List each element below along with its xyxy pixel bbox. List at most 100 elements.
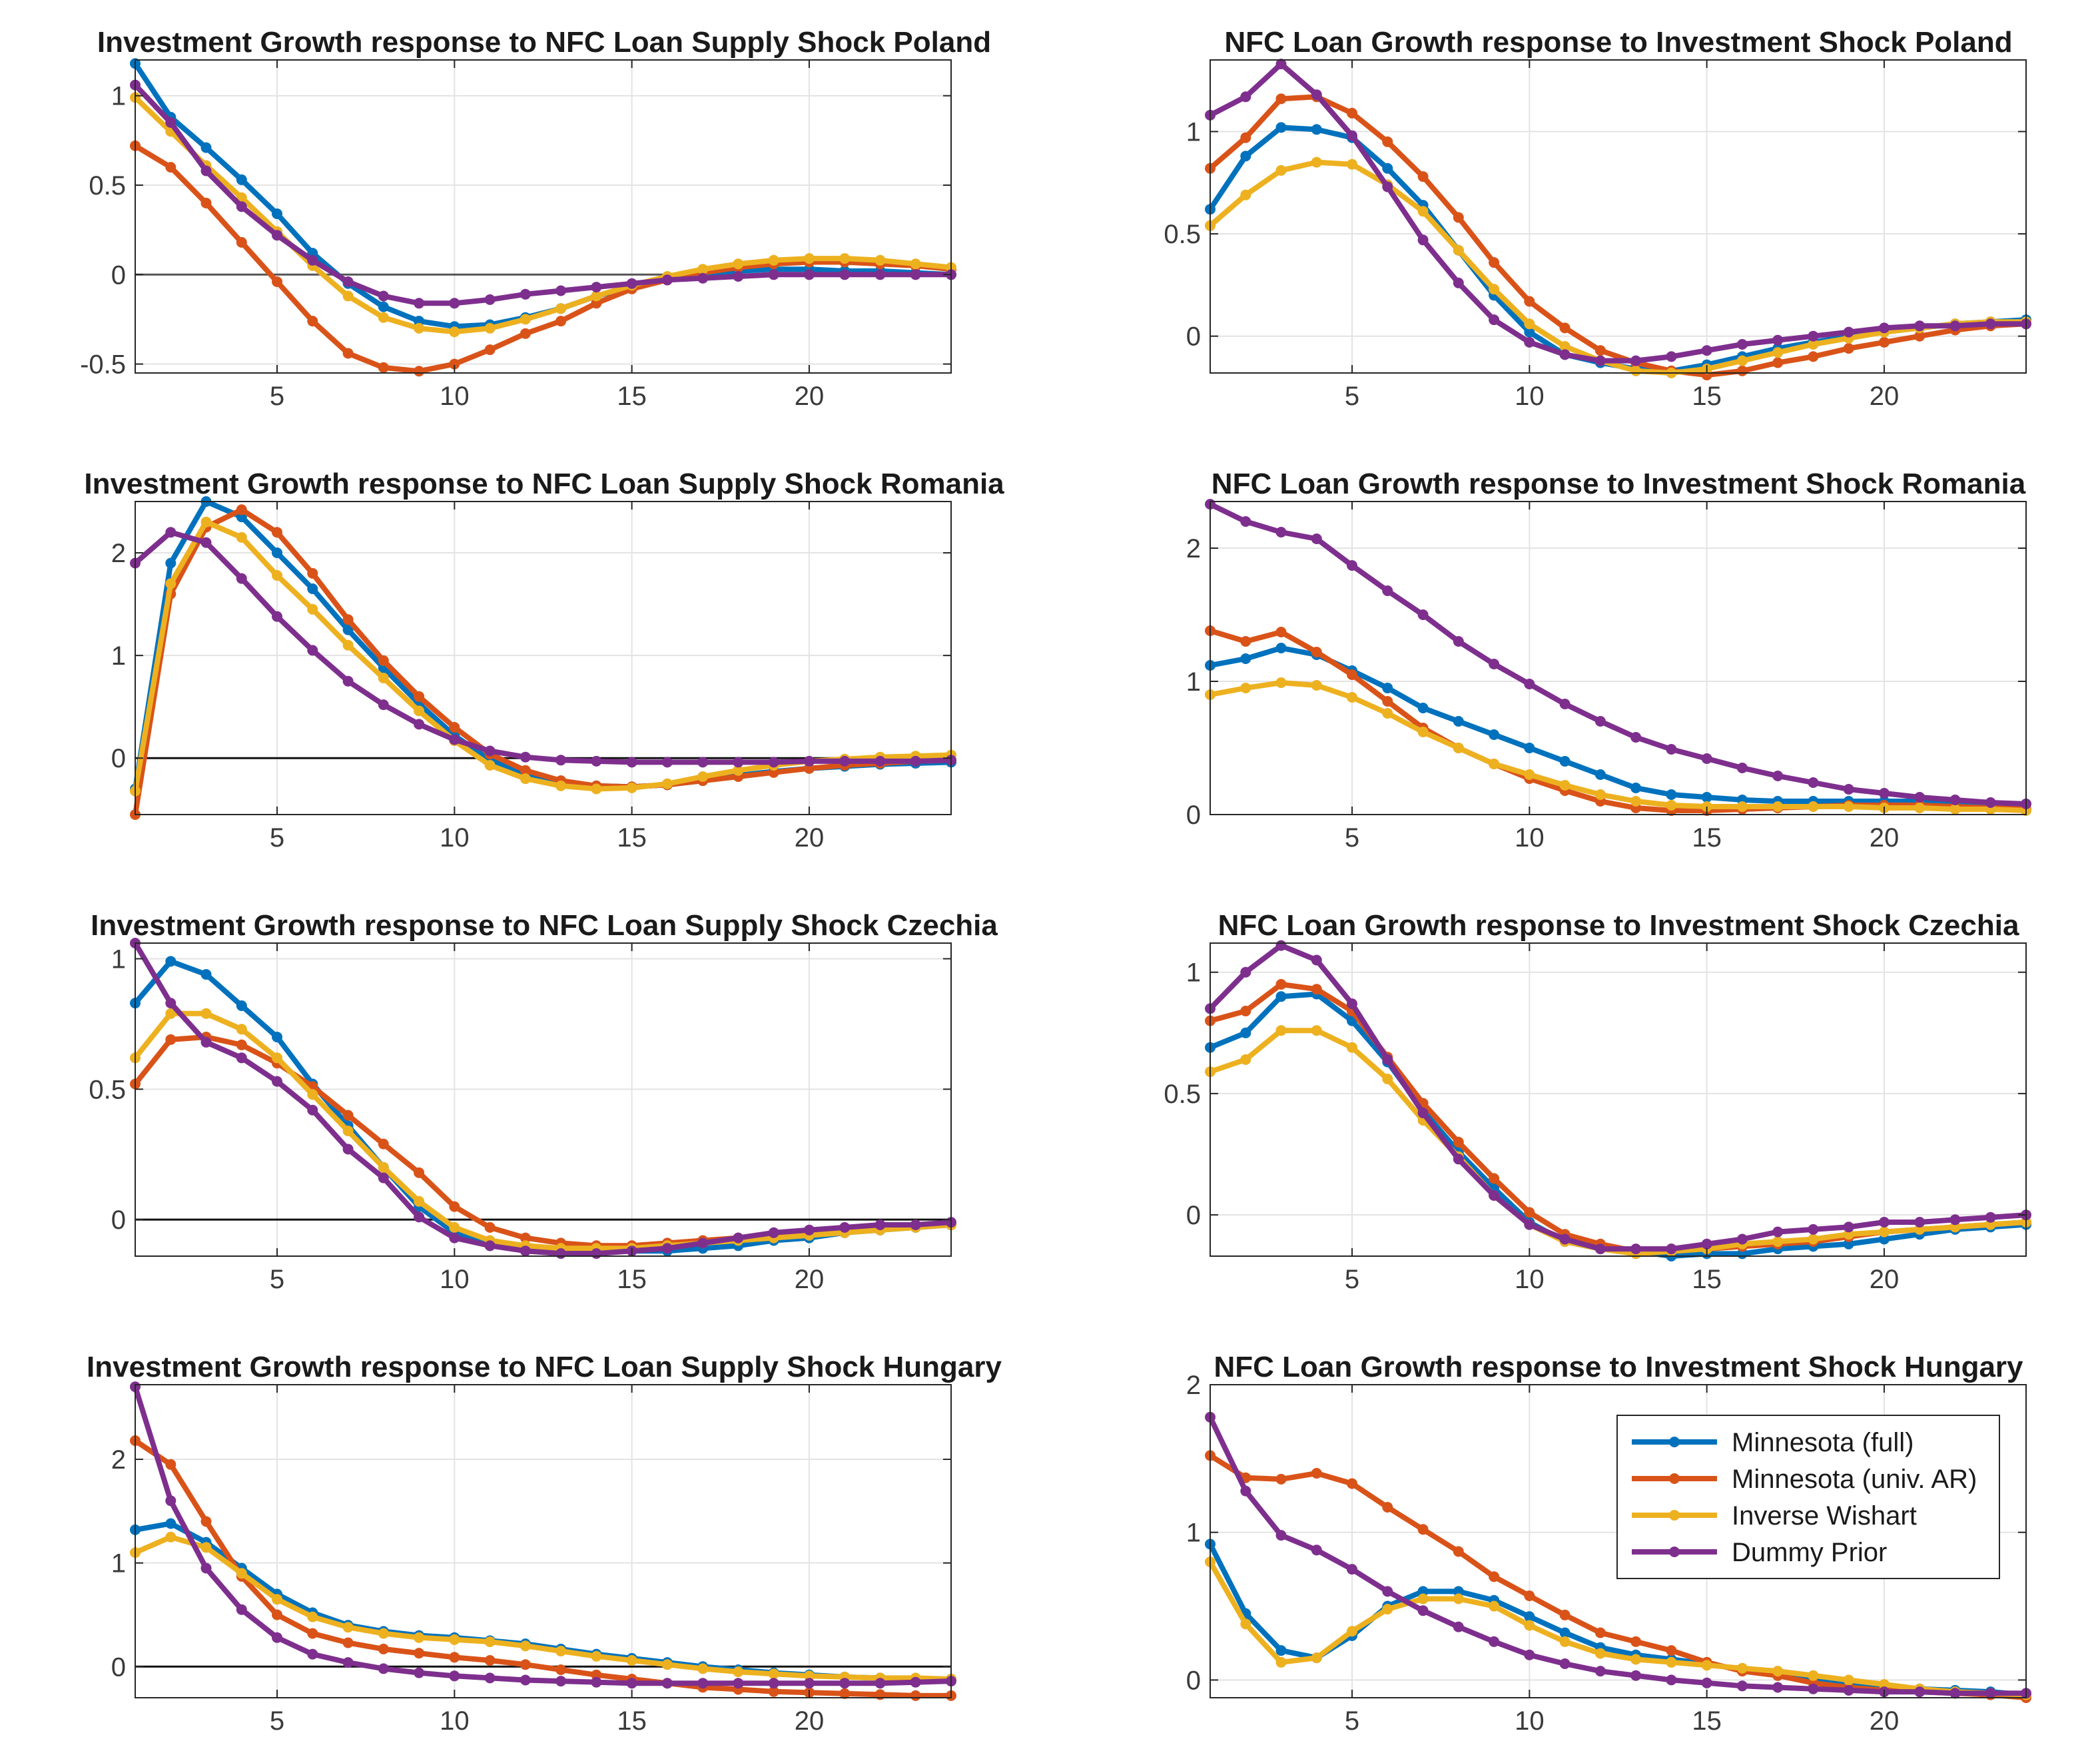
x-tick-label: 5 xyxy=(270,823,284,853)
data-point xyxy=(342,624,354,635)
series-line xyxy=(1208,680,2029,813)
data-point xyxy=(449,1232,460,1243)
data-point xyxy=(697,1663,709,1674)
data-point xyxy=(1630,355,1642,366)
data-point xyxy=(1382,163,1393,174)
x-tick-label: 5 xyxy=(1345,1265,1359,1294)
data-point xyxy=(165,1008,176,1019)
x-tick-label: 15 xyxy=(617,1265,647,1294)
data-point xyxy=(1630,1654,1642,1665)
data-point xyxy=(165,1518,176,1529)
y-tick-label: 1 xyxy=(1186,958,1201,988)
data-point xyxy=(1559,341,1571,352)
data-point xyxy=(1382,136,1393,147)
data-point xyxy=(1630,1636,1642,1647)
data-point xyxy=(1417,171,1429,182)
data-point xyxy=(1524,1590,1535,1601)
data-point xyxy=(1311,1025,1322,1036)
series-line xyxy=(133,95,954,335)
plot-area: 5 10 15 20 0 0.5 1 xyxy=(1164,59,2031,411)
data-point xyxy=(839,1688,851,1699)
data-point xyxy=(1524,769,1535,780)
data-point xyxy=(1453,1586,1464,1597)
axes-box xyxy=(1210,1384,2027,1698)
data-point xyxy=(414,691,425,702)
subplot-poland-investment: Investment Growth response to NFC Loan S… xyxy=(80,26,991,411)
data-point xyxy=(165,1459,176,1470)
data-point xyxy=(1382,1054,1393,1065)
data-point xyxy=(1275,643,1287,653)
x-tick-label: 5 xyxy=(270,1265,284,1294)
legend-marker xyxy=(1669,1547,1680,1557)
data-point xyxy=(378,673,389,683)
data-point xyxy=(378,312,389,323)
data-point xyxy=(307,1104,318,1116)
data-point xyxy=(342,290,354,302)
data-point xyxy=(1559,1627,1571,1638)
data-point xyxy=(697,757,709,768)
data-point xyxy=(1524,1207,1535,1218)
data-point xyxy=(1524,743,1535,753)
data-point xyxy=(1772,1682,1784,1693)
y-tick-label: 1 xyxy=(1186,118,1201,147)
data-point xyxy=(1275,677,1287,688)
data-point xyxy=(626,1655,637,1666)
data-point xyxy=(1914,1217,1925,1228)
data-point xyxy=(697,1237,709,1249)
data-point xyxy=(1240,1006,1251,1016)
data-point xyxy=(1275,1656,1287,1668)
subplot-czechia-investment: Investment Growth response to NFC Loan S… xyxy=(89,909,998,1294)
data-point xyxy=(236,531,247,543)
data-point xyxy=(1417,1593,1429,1604)
data-point xyxy=(1914,1686,1925,1698)
axes-box xyxy=(1210,942,2027,1257)
series-line xyxy=(133,82,954,306)
data-point xyxy=(1559,1658,1571,1669)
data-point xyxy=(1489,1636,1500,1647)
data-point xyxy=(768,254,779,266)
data-point xyxy=(1275,1530,1287,1541)
data-point xyxy=(200,1036,212,1048)
data-point xyxy=(804,755,815,767)
data-point xyxy=(555,1664,567,1675)
series-line xyxy=(1208,94,2029,378)
data-point xyxy=(1417,609,1429,620)
data-point xyxy=(839,269,851,280)
data-point xyxy=(307,603,318,615)
data-point xyxy=(1453,743,1464,753)
data-point xyxy=(1382,1604,1393,1614)
data-point xyxy=(1701,1677,1712,1688)
data-point xyxy=(1808,330,1819,342)
data-point xyxy=(236,236,247,248)
data-point xyxy=(1382,708,1393,719)
data-point xyxy=(1453,1546,1464,1557)
data-point xyxy=(555,1676,567,1687)
data-point xyxy=(839,1222,851,1233)
data-point xyxy=(875,254,886,266)
data-point xyxy=(307,1611,318,1622)
data-point xyxy=(768,1686,779,1697)
data-point xyxy=(1559,322,1571,334)
data-point xyxy=(1666,1674,1677,1686)
data-point xyxy=(342,1144,354,1155)
y-tick-label: -0.5 xyxy=(80,350,126,380)
series-line xyxy=(133,1438,954,1698)
data-point xyxy=(1240,1618,1251,1630)
data-point xyxy=(414,1196,425,1207)
data-point xyxy=(1630,796,1642,807)
data-point xyxy=(555,285,567,296)
data-point xyxy=(1736,1662,1748,1674)
data-point xyxy=(1630,365,1642,376)
y-tick-label: 0 xyxy=(111,1206,126,1235)
data-point xyxy=(1879,1679,1890,1690)
data-point xyxy=(1914,792,1925,803)
data-point xyxy=(484,760,496,771)
data-point xyxy=(307,645,318,656)
plot-area: 5 10 15 20 -0.5 0 0.5 1 xyxy=(80,58,956,411)
axes-background xyxy=(1210,943,2026,1256)
x-tick-label: 20 xyxy=(1870,1265,1900,1294)
subplot-romania-loan: NFC Loan Growth response to Investment S… xyxy=(1186,468,2031,853)
data-point xyxy=(449,358,460,370)
data-point xyxy=(1453,1136,1464,1148)
data-point xyxy=(910,755,921,767)
